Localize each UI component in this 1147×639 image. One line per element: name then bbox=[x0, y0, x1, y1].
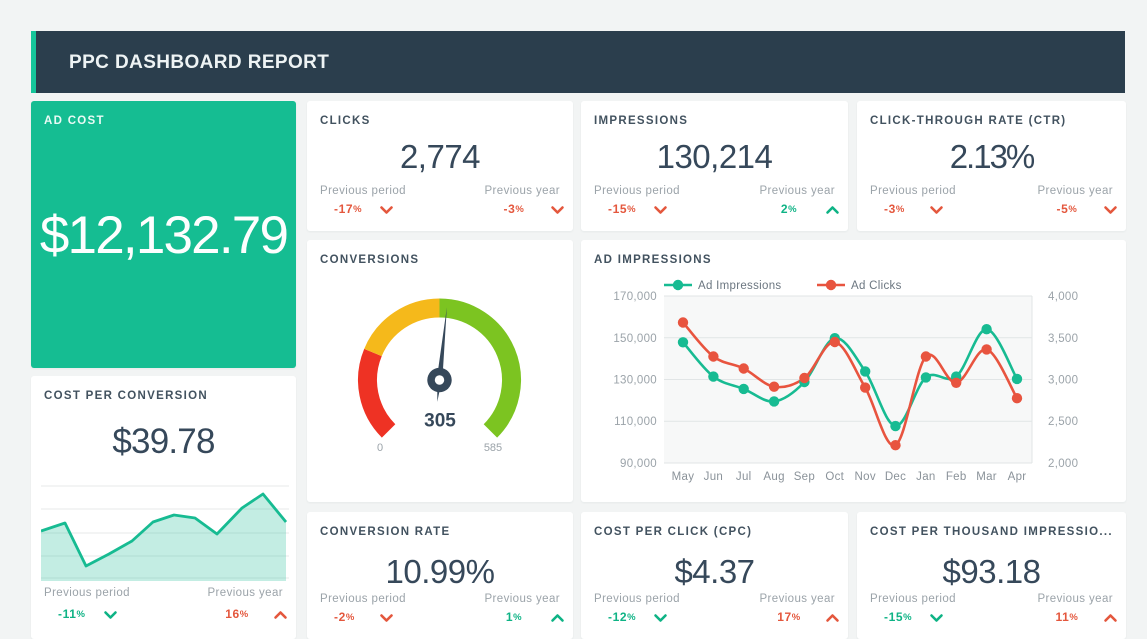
svg-text:Apr: Apr bbox=[1008, 471, 1027, 483]
svg-text:170,000: 170,000 bbox=[613, 291, 657, 303]
svg-text:130,000: 130,000 bbox=[613, 375, 657, 387]
svg-text:Dec: Dec bbox=[885, 471, 906, 483]
svg-text:305: 305 bbox=[424, 411, 456, 432]
svg-text:May: May bbox=[672, 471, 695, 483]
svg-text:Jun: Jun bbox=[704, 471, 723, 483]
svg-text:Jul: Jul bbox=[736, 471, 752, 483]
svg-text:3,500: 3,500 bbox=[1048, 333, 1078, 345]
svg-text:Mar: Mar bbox=[976, 471, 997, 483]
svg-text:110,000: 110,000 bbox=[614, 416, 657, 428]
svg-text:3,000: 3,000 bbox=[1048, 375, 1078, 387]
svg-text:Nov: Nov bbox=[855, 471, 876, 483]
svg-text:90,000: 90,000 bbox=[620, 458, 657, 470]
svg-text:4,000: 4,000 bbox=[1048, 291, 1078, 303]
svg-text:150,000: 150,000 bbox=[613, 333, 657, 345]
svg-text:585: 585 bbox=[484, 442, 502, 454]
svg-text:Aug: Aug bbox=[763, 471, 784, 483]
svg-text:Ad Impressions: Ad Impressions bbox=[698, 280, 781, 292]
svg-text:Oct: Oct bbox=[825, 471, 844, 483]
svg-text:Sep: Sep bbox=[794, 471, 815, 483]
svg-text:Jan: Jan bbox=[916, 471, 935, 483]
svg-text:2,000: 2,000 bbox=[1048, 458, 1078, 470]
svg-text:0: 0 bbox=[377, 442, 383, 454]
svg-text:Ad Clicks: Ad Clicks bbox=[851, 280, 902, 292]
svg-text:2,500: 2,500 bbox=[1048, 416, 1078, 428]
svg-text:Feb: Feb bbox=[946, 471, 967, 483]
